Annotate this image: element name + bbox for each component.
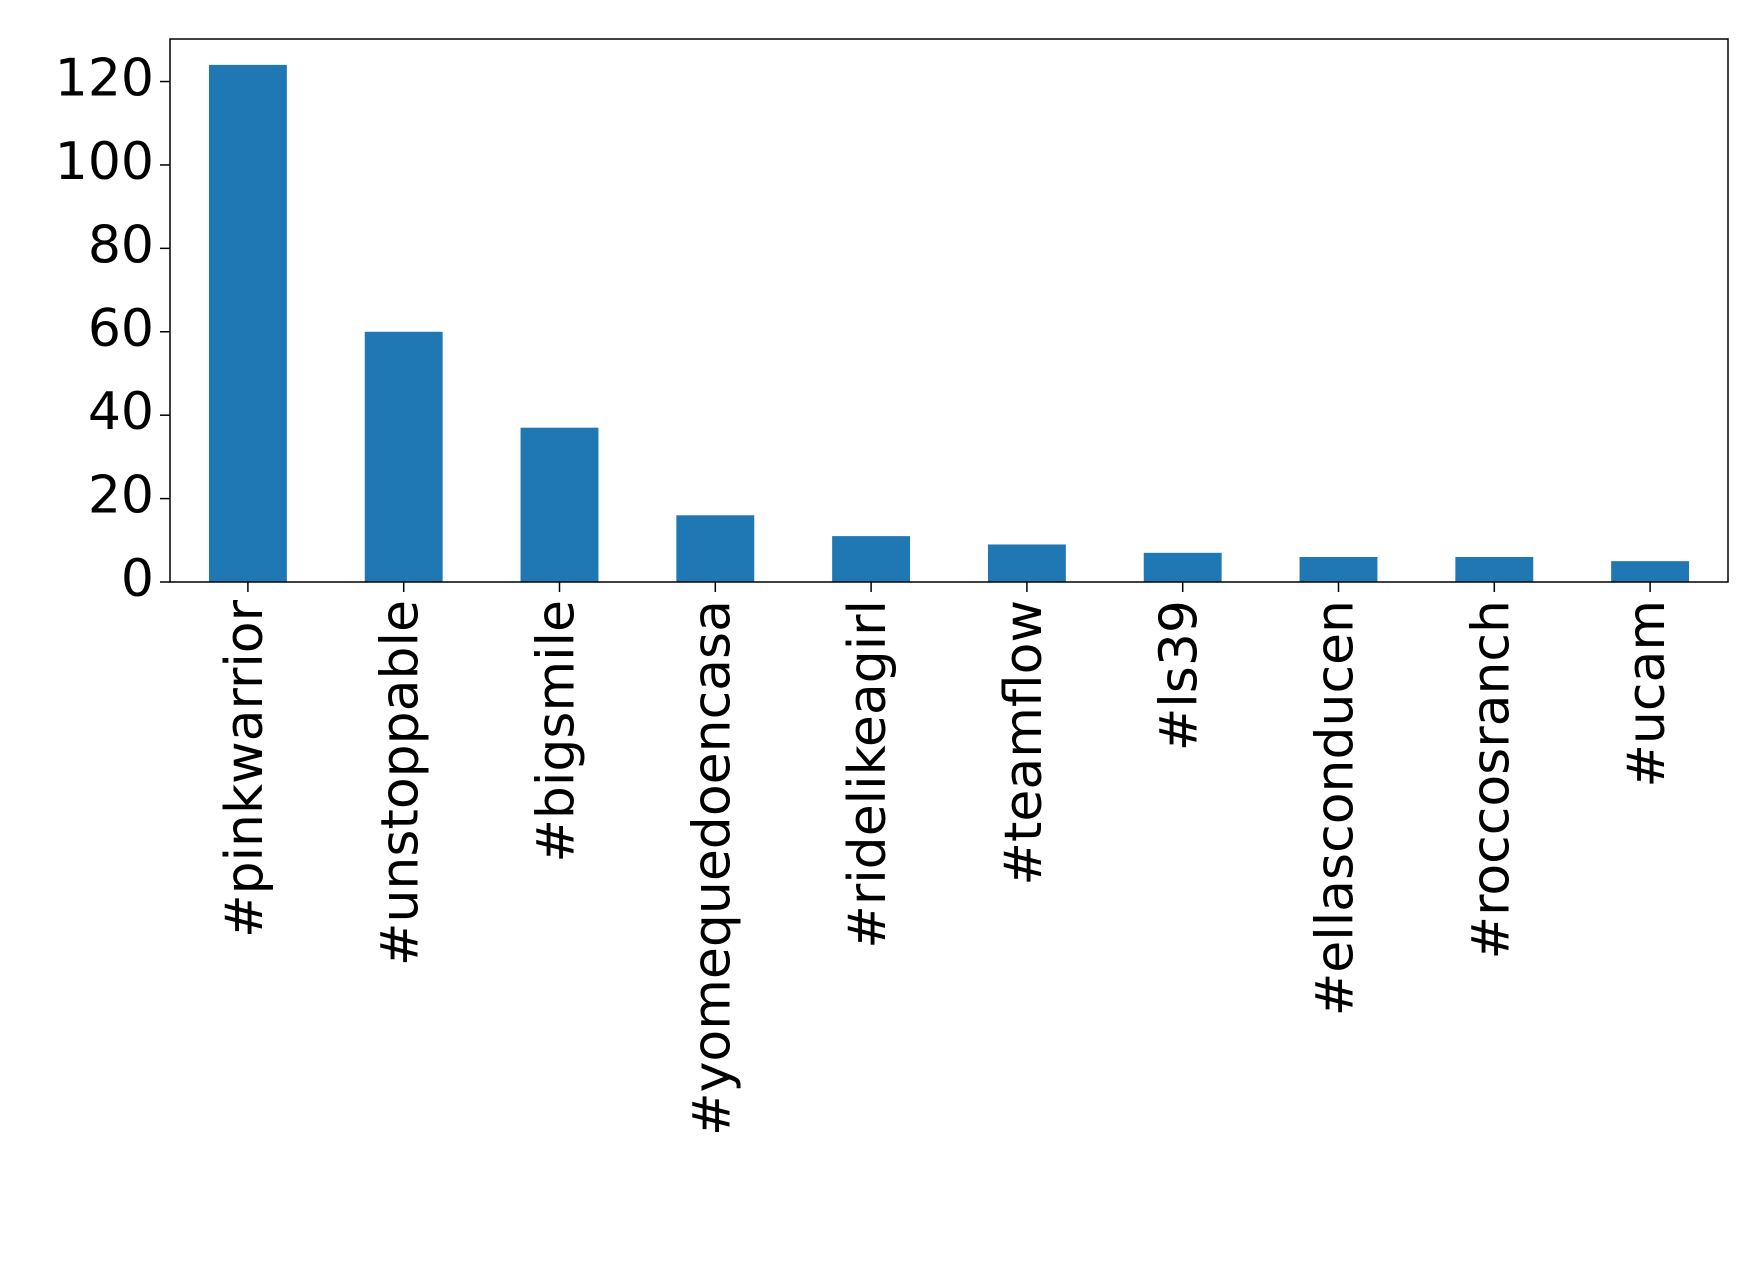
x-tick-label: #ridelikeagirl: [838, 600, 898, 949]
y-tick-label: 0: [121, 549, 154, 609]
x-tick-label: #pinkwarrior: [215, 599, 275, 938]
plot-frame: [169, 38, 1729, 583]
y-tick-label: 60: [88, 299, 154, 359]
x-tick-label: #roccosranch: [1461, 600, 1521, 959]
x-tick-label: #ls39: [1150, 600, 1210, 751]
y-tick-label: 80: [88, 215, 154, 275]
x-tick-label: #unstoppable: [371, 600, 431, 966]
x-tick-label: #ucam: [1617, 600, 1677, 788]
bar: [987, 544, 1066, 582]
x-tick-label: #ellasconducen: [1306, 600, 1366, 1016]
y-tick-label: 40: [88, 382, 154, 442]
bar: [1611, 561, 1690, 582]
bar: [1299, 556, 1378, 582]
bar: [676, 515, 755, 582]
x-tick-label: #teamflow: [994, 600, 1054, 886]
bar: [364, 331, 443, 582]
bar: [832, 536, 911, 582]
y-tick-label: 120: [55, 49, 154, 109]
bar: [208, 64, 287, 583]
y-tick-label: 20: [88, 466, 154, 526]
y-tick-label: 100: [55, 132, 154, 192]
x-tick-label: #bigsmile: [527, 600, 587, 863]
bar: [1455, 556, 1534, 582]
x-tick-label: #yomequedoencasa: [682, 600, 742, 1136]
bar: [1143, 552, 1222, 582]
bar: [520, 427, 599, 582]
